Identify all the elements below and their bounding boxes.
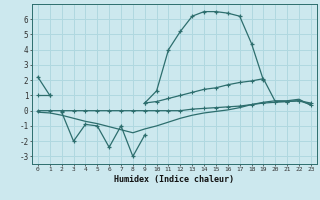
X-axis label: Humidex (Indice chaleur): Humidex (Indice chaleur) xyxy=(115,175,234,184)
